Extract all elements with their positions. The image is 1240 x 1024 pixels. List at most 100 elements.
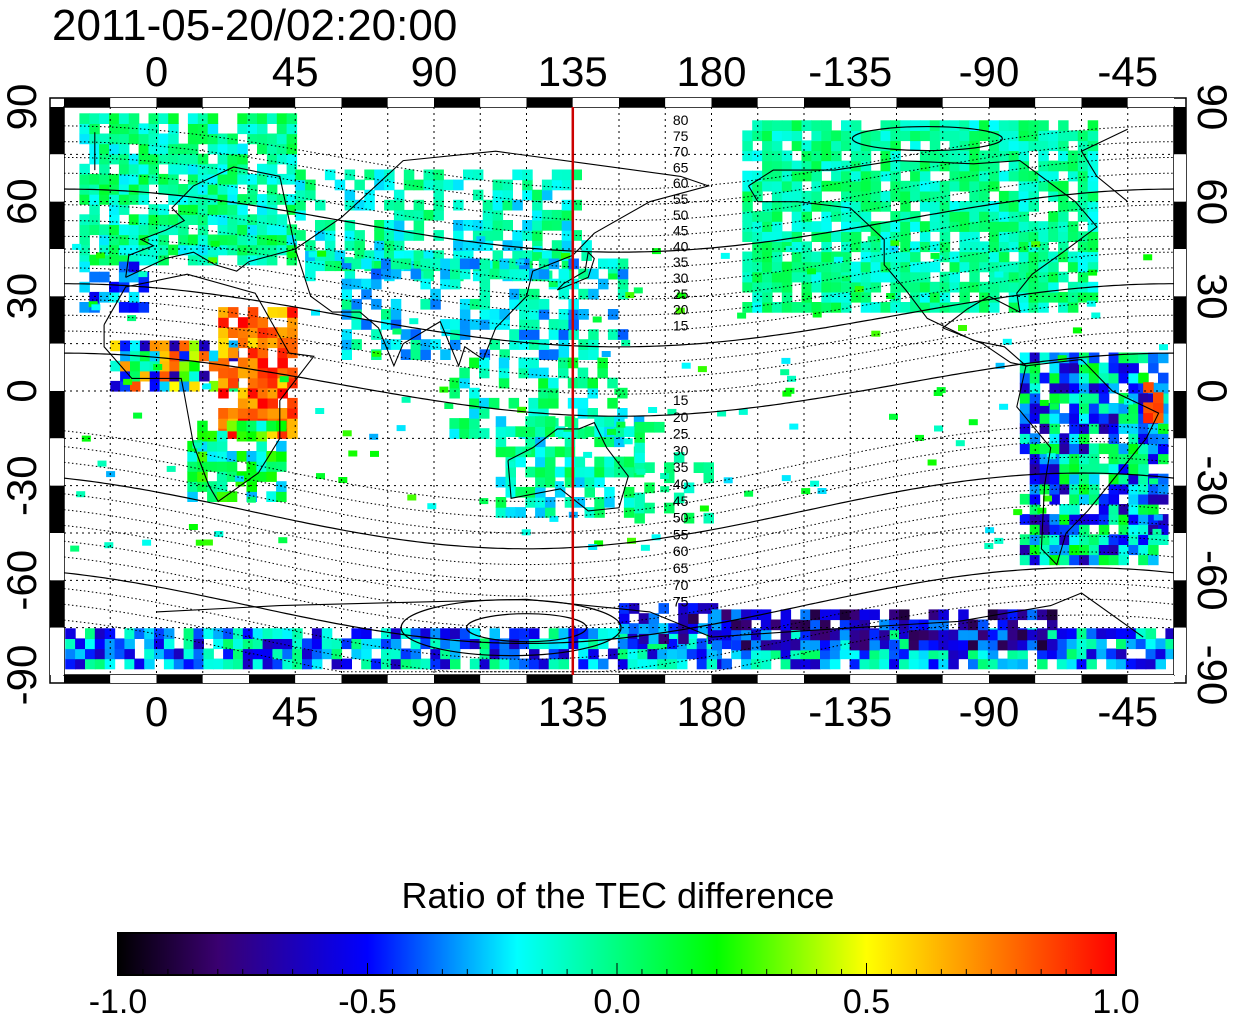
tec-cell [587, 387, 598, 399]
tec-cell [528, 408, 539, 419]
tec-cell [841, 140, 852, 152]
tec-cell [1049, 423, 1060, 434]
tec-cell [811, 140, 822, 152]
tec-cell [1038, 251, 1049, 263]
lon-tick-top: 135 [538, 48, 608, 95]
tec-cell [423, 270, 434, 282]
tec-cell [959, 241, 970, 253]
tec-cell [1088, 473, 1100, 485]
tec-cell [257, 337, 269, 349]
magnetic-contour [64, 267, 1174, 332]
tec-cell [1059, 433, 1070, 444]
tec-cell [262, 648, 274, 660]
tec-cell [839, 609, 851, 621]
tec-cell [771, 251, 783, 263]
tec-cell [179, 360, 190, 372]
tec-cell [760, 609, 772, 621]
tec-cell [110, 340, 121, 352]
tec-cell [850, 261, 862, 273]
tec-cell [859, 639, 870, 651]
tec-cell [208, 360, 220, 372]
tec-cell [237, 387, 249, 399]
tec-cell [168, 173, 179, 185]
tec-cell [217, 214, 229, 225]
axis-band-bottom [1081, 675, 1128, 683]
tec-cell [242, 648, 254, 660]
tec-cell [1038, 130, 1049, 142]
tec-cell [213, 638, 224, 650]
lon-tick-bottom: 135 [538, 688, 608, 735]
tec-cell [351, 309, 362, 320]
tec-cell [532, 240, 543, 251]
contour-label-north: 40 [673, 238, 689, 254]
tec-cell [351, 628, 362, 639]
tec-cell [564, 476, 576, 488]
tec-cell [1158, 382, 1169, 394]
tec-cell [604, 436, 615, 448]
tec-cell [354, 230, 365, 241]
tec-cell [75, 658, 86, 670]
tec-cell [1038, 271, 1049, 283]
tec-cell [989, 261, 1000, 273]
tec-cell [1098, 524, 1110, 535]
tec-cell [870, 302, 882, 313]
tec-cell [762, 231, 773, 242]
tec-cell [752, 130, 763, 142]
tec-cell [148, 153, 159, 165]
tec-cell [959, 291, 970, 303]
tec-cell [1049, 544, 1060, 556]
tec-cell [1153, 412, 1164, 424]
tec-cell [324, 250, 336, 261]
tec-cell [79, 254, 90, 266]
tec-cell [910, 160, 921, 172]
tec-cell [183, 628, 195, 639]
tec-cell [657, 648, 668, 660]
tec-cell [811, 170, 822, 182]
tec-cell [594, 416, 605, 427]
tec-cell [1148, 514, 1159, 525]
tec-cell [1116, 658, 1127, 670]
lon-tick-top: 45 [272, 48, 319, 95]
tec-cell [831, 231, 842, 242]
tec-cell [233, 628, 244, 639]
tec-cell [130, 380, 141, 392]
tec-cell [1143, 254, 1153, 261]
tec-cell [197, 471, 208, 482]
tec-cell [548, 349, 560, 360]
tec-cell [628, 623, 640, 634]
tec-cell [860, 302, 872, 313]
tec-cell [148, 143, 159, 155]
tec-cell [509, 288, 520, 300]
tec-cell [1069, 403, 1080, 414]
tec-cell [810, 639, 821, 651]
tec-cell [584, 466, 595, 478]
tec-cell [841, 275, 851, 282]
tec-cell [790, 658, 801, 670]
tec-cell [120, 380, 131, 392]
tec-cell [1135, 658, 1147, 670]
tec-cell [1008, 291, 1020, 303]
tec-cell [880, 130, 891, 142]
tec-cell [1118, 413, 1129, 424]
tec-cell [949, 160, 960, 172]
tec-cell [929, 160, 941, 172]
tec-cell [499, 648, 510, 660]
tec-cell [551, 220, 563, 231]
tec-cell [499, 658, 510, 670]
tec-cell [870, 190, 882, 202]
tec-cell [440, 278, 451, 290]
tec-cell [1138, 544, 1149, 556]
tec-cell [227, 184, 238, 195]
map-axes: 0 45 90 135 180 -135 -90 -450 45 90 135 180 -135 -90-… [0, 48, 1236, 735]
tec-cell [578, 268, 589, 280]
tec-cell [189, 360, 200, 372]
tec-cell [977, 619, 989, 631]
tec-cell [410, 349, 422, 360]
tec-cell [529, 628, 540, 639]
tec-cell [918, 658, 930, 670]
tec-cell [1165, 638, 1176, 650]
tec-cell [247, 224, 258, 236]
tec-cell [169, 370, 180, 382]
tec-cell [440, 628, 451, 639]
tec-cell [79, 123, 90, 135]
